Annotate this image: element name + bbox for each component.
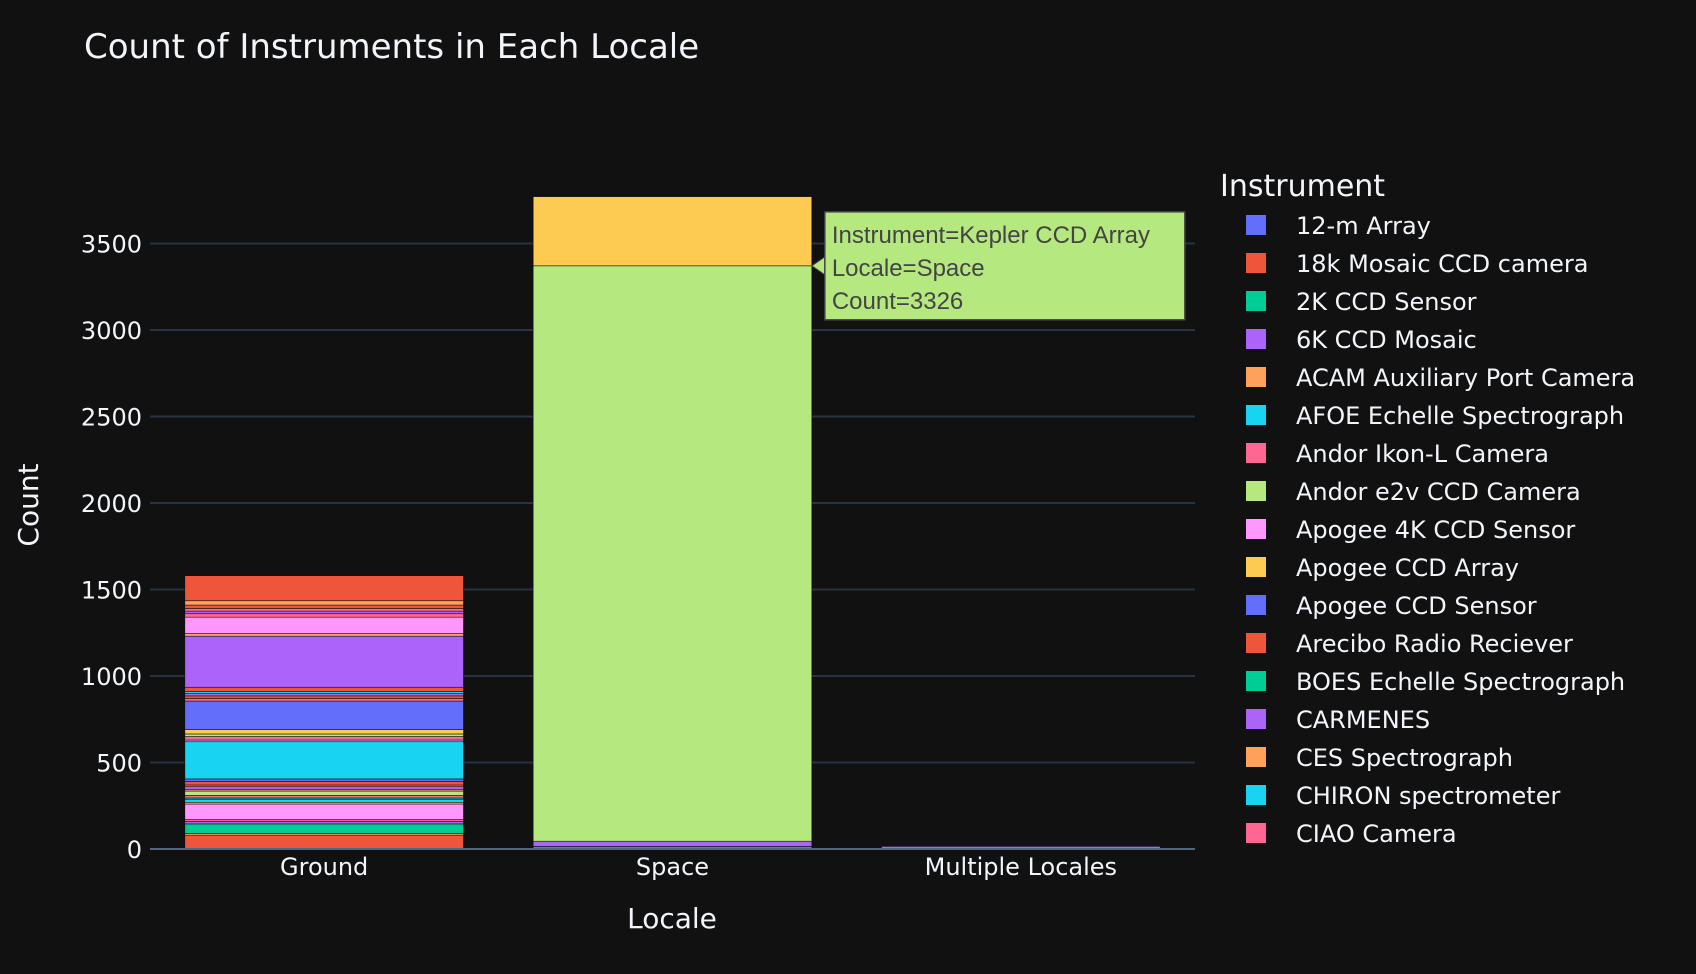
bar-segment-ground[interactable]	[184, 741, 464, 780]
chart-title: Count of Instruments in Each Locale	[84, 27, 699, 67]
legend-swatch[interactable]	[1246, 557, 1266, 577]
legend-swatch[interactable]	[1246, 709, 1266, 729]
legend-swatch[interactable]	[1246, 329, 1266, 349]
bar-segment-ground[interactable]	[184, 778, 464, 782]
bar-segment-ground[interactable]	[184, 799, 464, 803]
tooltip-box	[824, 211, 1186, 321]
y-axis-ticks: 0 500 1000 1500 2000 2500 3000 3500	[81, 231, 142, 865]
x-tick-label: Space	[636, 853, 709, 881]
legend-item-label[interactable]: Andor Ikon-L Camera	[1296, 440, 1549, 468]
legend-swatch[interactable]	[1246, 595, 1266, 615]
y-tick-label: 2500	[81, 404, 142, 432]
bar-segment-space[interactable]	[532, 265, 813, 842]
x-tick-label: Multiple Locales	[925, 853, 1117, 881]
legend-item-label[interactable]: 18k Mosaic CCD camera	[1296, 250, 1588, 278]
y-tick-label: 0	[127, 836, 142, 864]
bar-segment-ground[interactable]	[184, 692, 464, 697]
bar-segment-ground[interactable]	[184, 698, 464, 702]
legend-item-label[interactable]: CHIRON spectrometer	[1296, 782, 1560, 810]
bar-segment-ground[interactable]	[184, 616, 464, 634]
bar-segment-ground[interactable]	[184, 700, 464, 730]
x-tick-label: Ground	[280, 853, 368, 881]
y-tick-label: 500	[96, 750, 142, 778]
bar-stacks[interactable]	[184, 196, 1161, 850]
legend-item-label[interactable]: Arecibo Radio Reciever	[1296, 630, 1573, 658]
legend-item-label[interactable]: Apogee CCD Sensor	[1296, 592, 1537, 620]
legend-swatch[interactable]	[1246, 519, 1266, 539]
bar-segment-ground[interactable]	[184, 608, 464, 612]
legend-item-label[interactable]: 12-m Array	[1296, 212, 1431, 240]
bar-segment-ground[interactable]	[184, 821, 464, 825]
bar-segment-ground[interactable]	[184, 635, 464, 688]
bar-segment-ground[interactable]	[184, 733, 464, 737]
legend-item-label[interactable]: 2K CCD Sensor	[1296, 288, 1477, 316]
legend-item-label[interactable]: Apogee CCD Array	[1296, 554, 1519, 582]
legend-swatch[interactable]	[1246, 747, 1266, 767]
legend-swatch[interactable]	[1246, 481, 1266, 501]
legend[interactable]: 12-m Array 18k Mosaic CCD camera 2K CCD Se…	[1246, 212, 1635, 848]
bar-segment-ground[interactable]	[184, 633, 464, 637]
legend-item-label[interactable]: CIAO Camera	[1296, 820, 1457, 848]
bar-segment-ground[interactable]	[184, 600, 464, 606]
legend-item-label[interactable]: AFOE Echelle Spectrograph	[1296, 402, 1624, 430]
legend-item-label[interactable]: ACAM Auxiliary Port Camera	[1296, 364, 1635, 392]
legend-swatch[interactable]	[1246, 443, 1266, 463]
legend-swatch[interactable]	[1246, 671, 1266, 691]
hover-tooltip: Instrument=Kepler CCD Array Locale=Space C…	[810, 211, 1186, 321]
legend-swatch[interactable]	[1246, 785, 1266, 805]
y-tick-label: 2000	[81, 490, 142, 518]
legend-title: Instrument	[1220, 169, 1385, 204]
legend-item-label[interactable]: Apogee 4K CCD Sensor	[1296, 516, 1575, 544]
legend-swatch[interactable]	[1246, 633, 1266, 653]
legend-swatch[interactable]	[1246, 405, 1266, 425]
bar-segment-ground[interactable]	[184, 790, 464, 796]
bar-segment-ground[interactable]	[184, 823, 464, 834]
x-axis-title: Locale	[627, 902, 717, 935]
bar-segment-space[interactable]	[532, 196, 813, 267]
legend-item-label[interactable]: BOES Echelle Spectrograph	[1296, 668, 1625, 696]
bar-segment-ground[interactable]	[184, 803, 464, 820]
legend-item-label[interactable]: Andor e2v CCD Camera	[1296, 478, 1581, 506]
bar-segment-ground[interactable]	[184, 604, 464, 609]
bar-segment-ground[interactable]	[184, 695, 464, 699]
legend-swatch[interactable]	[1246, 253, 1266, 273]
y-axis-title: Count	[12, 463, 45, 546]
bar-segment-ground[interactable]	[184, 736, 464, 741]
tooltip-line: Locale=Space	[832, 255, 985, 282]
legend-swatch[interactable]	[1246, 823, 1266, 843]
y-tick-label: 3000	[81, 317, 142, 345]
bar-segment-ground[interactable]	[184, 834, 464, 850]
bar-segment-ground[interactable]	[184, 686, 464, 692]
legend-item-label[interactable]: CARMENES	[1296, 706, 1430, 734]
bar-segment-ground[interactable]	[184, 786, 464, 790]
bar-segment-ground[interactable]	[184, 795, 464, 799]
bar-segment-ground[interactable]	[184, 781, 464, 786]
bar-segment-ground[interactable]	[184, 613, 464, 618]
bar-segment-ground[interactable]	[184, 729, 464, 735]
bar-segment-ground[interactable]	[184, 610, 464, 615]
y-tick-label: 1000	[81, 663, 142, 691]
y-tick-label: 3500	[81, 231, 142, 259]
tooltip-line: Instrument=Kepler CCD Array	[832, 222, 1150, 249]
legend-item-label[interactable]: 6K CCD Mosaic	[1296, 326, 1477, 354]
bar-segment-ground[interactable]	[184, 575, 464, 602]
bar-segment-space[interactable]	[532, 840, 813, 847]
legend-item-label[interactable]: CES Spectrograph	[1296, 744, 1513, 772]
x-axis-ticks: Ground Space Multiple Locales	[280, 853, 1117, 881]
tooltip-line: Count=3326	[832, 288, 963, 315]
legend-swatch[interactable]	[1246, 367, 1266, 387]
legend-swatch[interactable]	[1246, 291, 1266, 311]
y-tick-label: 1500	[81, 577, 142, 605]
legend-swatch[interactable]	[1246, 215, 1266, 235]
